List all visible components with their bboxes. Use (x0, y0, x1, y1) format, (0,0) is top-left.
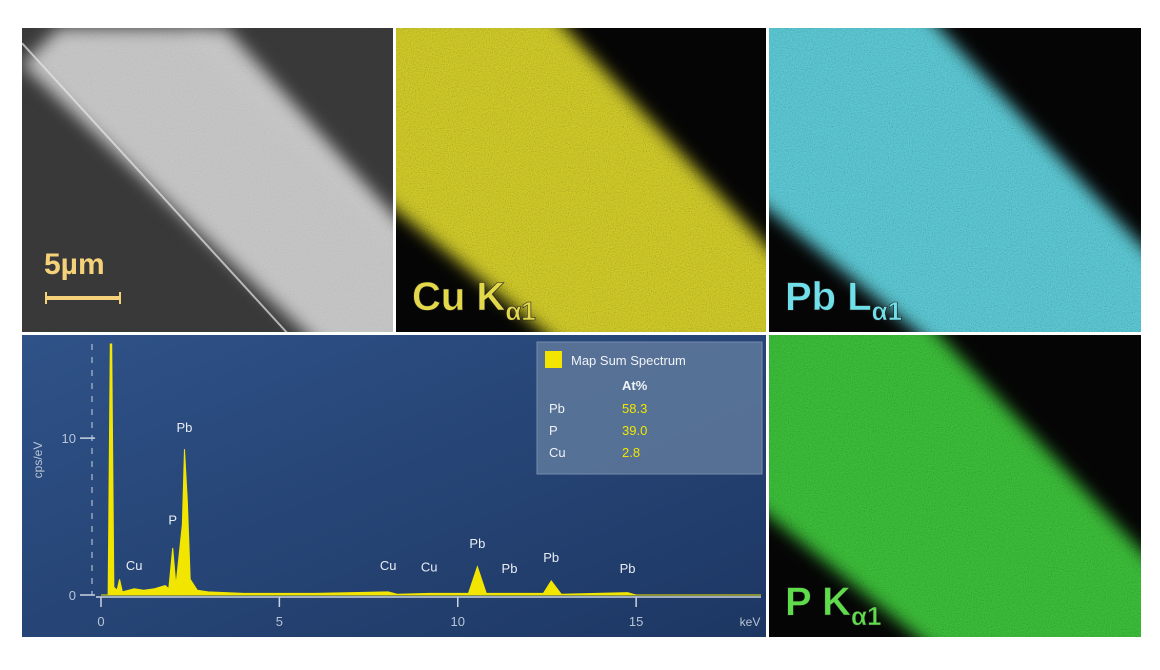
legend-header: At% (622, 378, 648, 393)
line-subscript: α1 (851, 601, 881, 631)
noise (769, 28, 1141, 332)
legend-element: Pb (549, 401, 565, 416)
scale-label: 5µm (44, 248, 105, 281)
legend-value: 58.3 (622, 401, 647, 416)
legend-title: Map Sum Spectrum (571, 353, 686, 368)
peak-label: Cu (421, 559, 438, 574)
y-tick-label: 10 (62, 431, 76, 446)
peak-label: Cu (380, 558, 397, 573)
peak-label: Pb (469, 536, 485, 551)
element-line: Pb L (785, 275, 872, 319)
x-tick-label: 15 (629, 614, 643, 629)
noise (396, 28, 766, 332)
image-panel (769, 28, 1141, 332)
noise (22, 28, 393, 332)
legend-swatch (545, 351, 562, 368)
y-tick-label: 0 (69, 588, 76, 603)
element-line: Cu K (412, 275, 505, 319)
x-axis-label: keV (740, 615, 761, 629)
map-label: P Kα1 (785, 580, 881, 631)
image-panel (769, 335, 1141, 637)
spectrum-area (101, 343, 761, 596)
map-label: Cu Kα1 (412, 275, 536, 326)
y-axis-label: cps/eV (31, 442, 45, 479)
legend-element: P (549, 423, 558, 438)
line-subscript: α1 (872, 296, 902, 326)
peak-label: Pb (177, 420, 193, 435)
peak-label: P (168, 512, 177, 527)
map-label: Pb Lα1 (785, 275, 902, 326)
legend-value: 2.8 (622, 445, 640, 460)
peak-label: Pb (543, 550, 559, 565)
line-subscript: α1 (505, 296, 535, 326)
x-tick-label: 0 (97, 614, 104, 629)
noise (769, 335, 1141, 637)
image-panel (22, 28, 393, 332)
x-tick-label: 5 (276, 614, 283, 629)
image-panel (396, 28, 766, 332)
legend-element: Cu (549, 445, 566, 460)
peak-label: Cu (126, 558, 143, 573)
peak-label: Pb (620, 561, 636, 576)
legend-box (536, 341, 763, 475)
x-tick-label: 10 (451, 614, 465, 629)
peak-label: Pb (502, 561, 518, 576)
legend-value: 39.0 (622, 423, 647, 438)
element-line: P K (785, 580, 851, 624)
